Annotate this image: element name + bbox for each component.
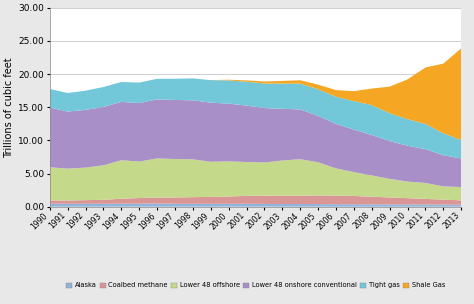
Y-axis label: Trillions of cubic feet: Trillions of cubic feet [4, 57, 14, 157]
Legend: Alaska, Coalbed methane, Lower 48 offshore, Lower 48 onshore conventional, Tight: Alaska, Coalbed methane, Lower 48 offsho… [63, 280, 448, 291]
